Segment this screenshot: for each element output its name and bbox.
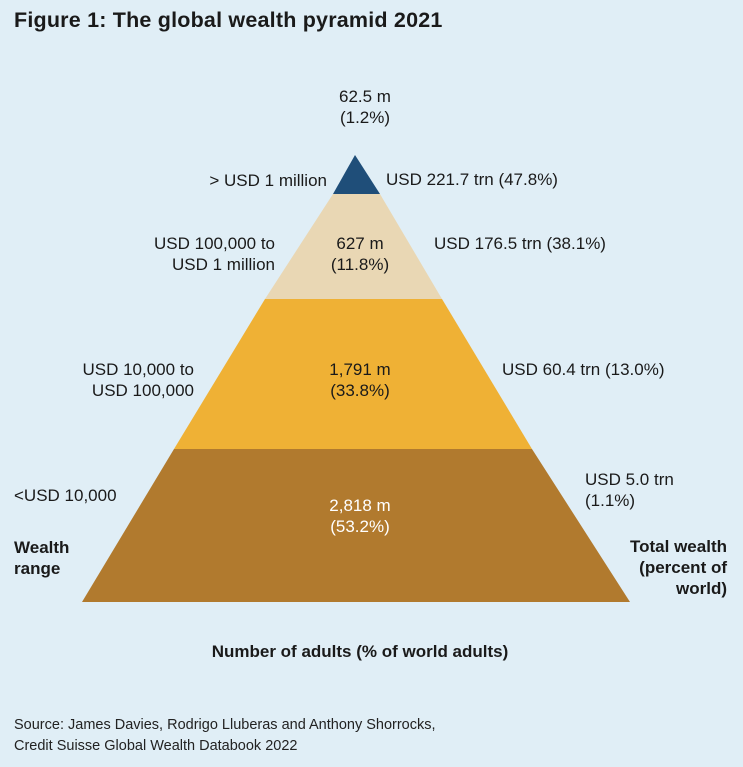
tier-second-range: USD 100,000 to USD 1 million bbox=[154, 234, 275, 274]
tier-top-range: > USD 1 million bbox=[209, 171, 327, 190]
tier-top-shape bbox=[333, 155, 380, 194]
tier-third-range: USD 10,000 to USD 100,000 bbox=[82, 360, 194, 400]
source-note: Source: James Davies, Rodrigo Lluberas a… bbox=[14, 717, 436, 754]
tier-bottom-shape bbox=[82, 449, 630, 602]
tier-third-shape bbox=[174, 299, 532, 449]
total-wealth-label: Total wealth (percent of world) bbox=[630, 537, 727, 598]
adults-axis-label: Number of adults (% of world adults) bbox=[211, 642, 509, 661]
tier-second-wealth: USD 176.5 trn (38.1%) bbox=[434, 234, 606, 253]
tier-third-wealth: USD 60.4 trn (13.0%) bbox=[502, 360, 665, 379]
tier-second-adults: 627 m (11.8%) bbox=[330, 234, 390, 274]
tier-top-adults: 62.5 m (1.2%) bbox=[339, 87, 391, 127]
tier-bottom-range: <USD 10,000 bbox=[14, 486, 117, 505]
tier-bottom-adults: 2,818 m (53.2%) bbox=[329, 496, 391, 536]
tier-bottom-wealth: USD 5.0 trn (1.1%) bbox=[585, 470, 674, 510]
figure-title: Figure 1: The global wealth pyramid 2021 bbox=[14, 8, 443, 32]
tier-third-adults: 1,791 m (33.8%) bbox=[329, 360, 391, 400]
tier-second-shape bbox=[265, 194, 442, 299]
wealth-range-label: Wealth range bbox=[14, 538, 70, 578]
tier-top-wealth: USD 221.7 trn (47.8%) bbox=[386, 170, 558, 189]
